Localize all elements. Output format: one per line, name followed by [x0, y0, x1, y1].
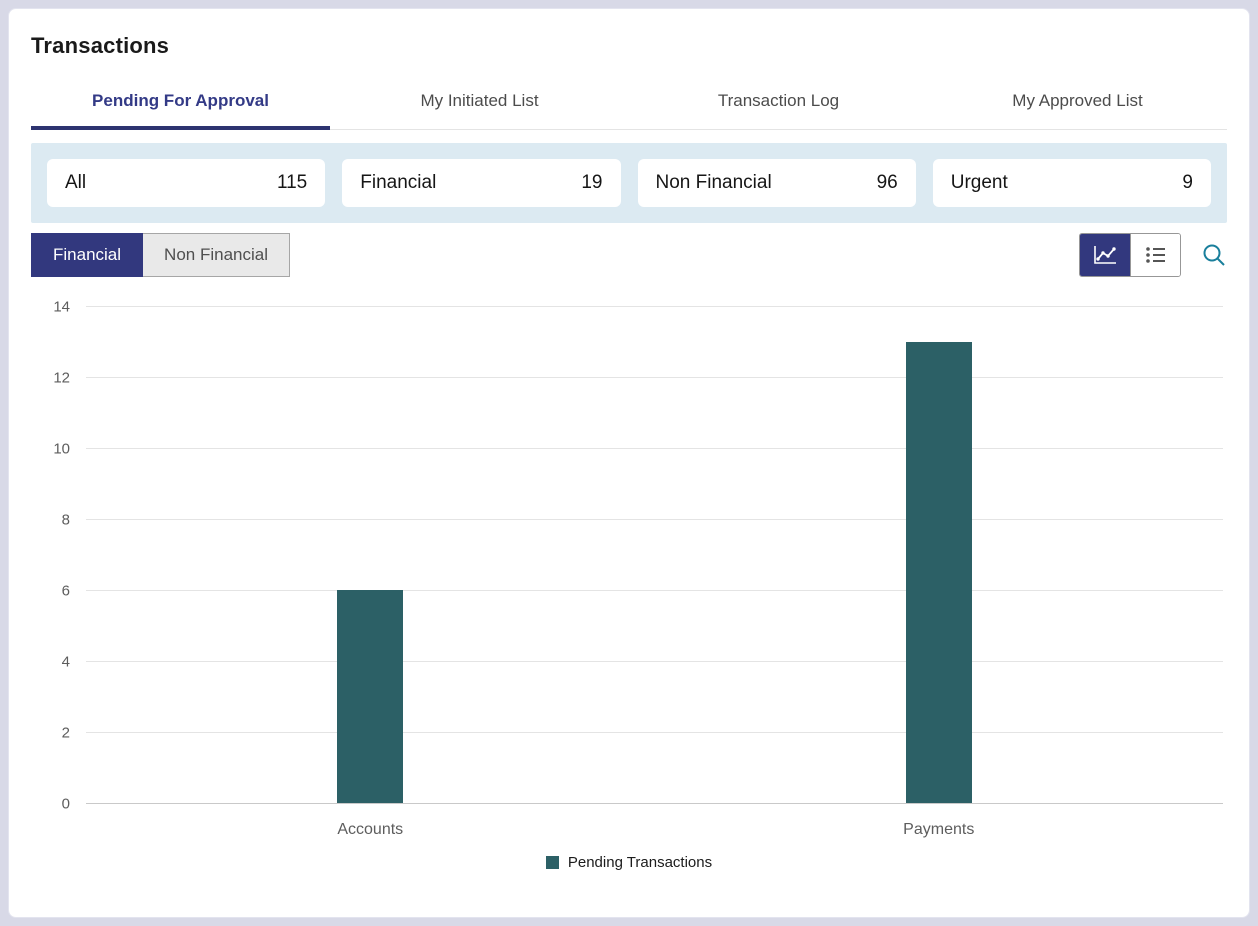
bar-chart-plot: 0 2 4 6 8 10 12 14: [53, 299, 1223, 813]
search-icon: [1201, 242, 1227, 268]
summary-card-count: 96: [876, 172, 898, 193]
summary-card-label: Non Financial: [655, 172, 772, 193]
view-toggle-group: [1079, 233, 1181, 277]
chart-gridline: [86, 590, 1223, 591]
tab-pending-for-approval[interactable]: Pending For Approval: [31, 79, 330, 130]
non-financial-toggle-button[interactable]: Non Financial: [143, 233, 290, 277]
chart-gridline: [86, 661, 1223, 662]
summary-card-label: Financial: [360, 172, 437, 193]
y-tick-label: 2: [61, 724, 70, 742]
page-title: Transactions: [31, 33, 170, 58]
tab-bar: Pending For Approval My Initiated List T…: [31, 79, 1227, 130]
chart-gridline: [86, 732, 1223, 733]
legend-swatch: [545, 856, 559, 869]
tab-my-initiated-list[interactable]: My Initiated List: [420, 91, 539, 110]
chart-view-button[interactable]: [1080, 234, 1130, 276]
y-tick-label: 10: [53, 440, 70, 458]
summary-card-count: 115: [276, 172, 308, 193]
financial-type-segmented-control: Financial Non Financial: [31, 233, 290, 277]
bar-chart: 0 2 4 6 8 10 12 14 Accounts Payments Pending Tra…: [31, 299, 1227, 871]
x-tick-label: Payments: [903, 821, 975, 838]
y-tick-label: 14: [53, 298, 70, 316]
y-tick-label: 12: [53, 369, 70, 387]
x-tick-label: Accounts: [337, 821, 404, 838]
chart-gridline: [86, 377, 1223, 378]
summary-card-count: 9: [1182, 172, 1193, 193]
chart-controls-row: Financial Non Financial: [31, 233, 1227, 277]
y-tick-label: 6: [61, 582, 70, 600]
view-controls: [1079, 233, 1227, 277]
chart-gridline: [86, 803, 1223, 804]
tab-transaction-log[interactable]: Transaction Log: [717, 91, 840, 110]
list-icon: [1144, 244, 1168, 266]
chart-gridline: [86, 306, 1223, 307]
y-tick-label: 0: [61, 795, 70, 813]
summary-card-all[interactable]: All 115: [47, 159, 326, 207]
transactions-panel: Transactions Pending For Approval My Ini…: [8, 8, 1250, 918]
chart-legend: Pending Transactions: [31, 854, 1227, 871]
summary-filter-band: All 115 Financial 19 Non Financial 96 Ur…: [31, 143, 1227, 223]
summary-card-label: All: [65, 172, 87, 193]
summary-card-label: Urgent: [950, 172, 1008, 193]
financial-toggle-button[interactable]: Financial: [31, 233, 144, 277]
legend-label: Pending Transactions: [567, 854, 713, 871]
list-view-button[interactable]: [1130, 234, 1180, 276]
line-chart-icon: [1092, 244, 1118, 266]
summary-card-count: 19: [581, 172, 603, 193]
tab-my-approved-list[interactable]: My Approved List: [1012, 91, 1143, 110]
summary-card-financial[interactable]: Financial 19: [342, 159, 621, 207]
y-tick-label: 8: [61, 511, 70, 529]
search-button[interactable]: [1201, 242, 1227, 268]
bar-accounts[interactable]: [337, 590, 404, 803]
summary-card-urgent[interactable]: Urgent 9: [932, 159, 1211, 207]
bar-payments[interactable]: [905, 341, 972, 803]
chart-x-axis: Accounts Payments: [86, 804, 1223, 838]
summary-card-non-financial[interactable]: Non Financial 96: [637, 159, 916, 207]
chart-gridline: [86, 448, 1223, 449]
chart-gridline: [86, 519, 1223, 520]
y-tick-label: 4: [61, 653, 70, 671]
